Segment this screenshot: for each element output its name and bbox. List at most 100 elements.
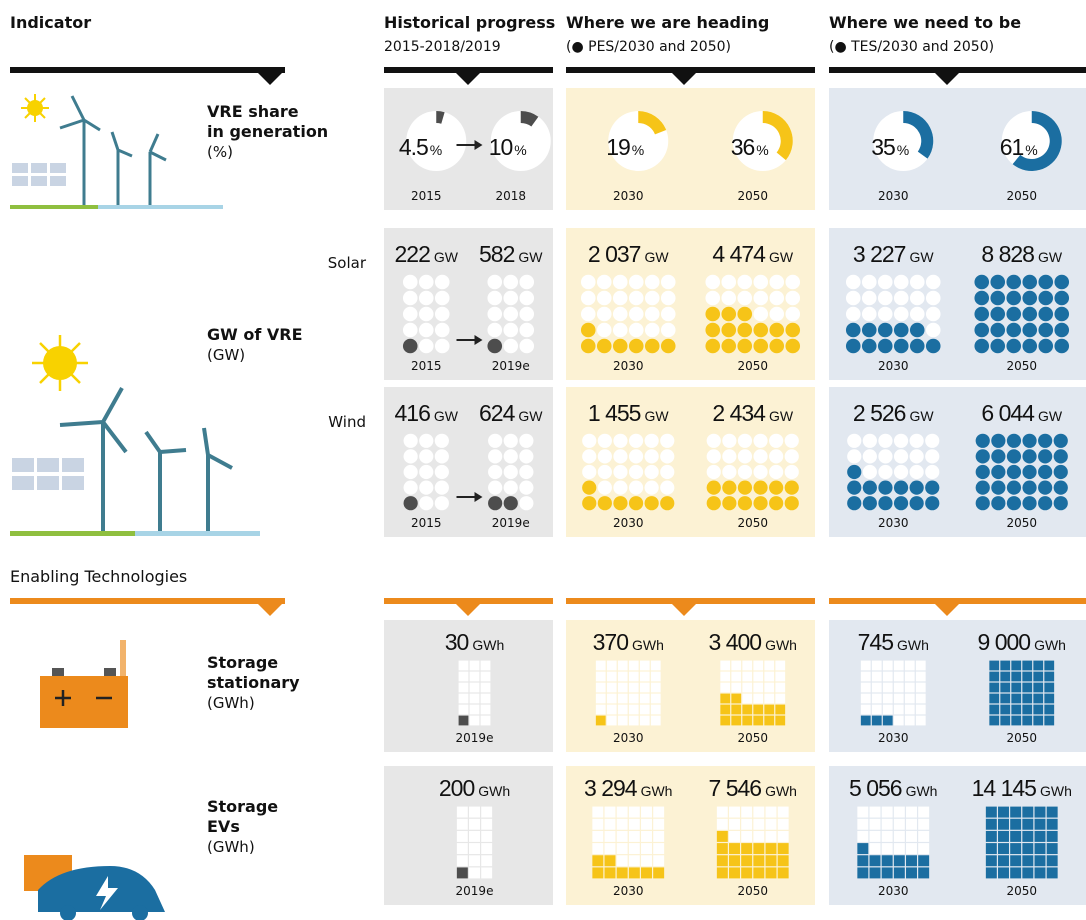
unit-dot (974, 274, 990, 290)
unit-square (777, 818, 789, 830)
unit-dot (785, 274, 801, 290)
unit-square (481, 855, 493, 867)
year-label: 2050 (1006, 884, 1037, 898)
unit-dot (418, 290, 434, 306)
unit-dot (434, 274, 450, 290)
unit-square (458, 704, 469, 715)
unit-dot (628, 433, 644, 448)
unit-square (918, 830, 930, 842)
unit-square (458, 671, 469, 682)
unit-dot (991, 464, 1006, 480)
unit-square (481, 818, 493, 830)
value-label: 19% (606, 134, 644, 160)
unit-dot (487, 274, 503, 290)
unit-square (742, 671, 753, 682)
unit-dot (1038, 464, 1053, 480)
unit-square (606, 715, 617, 726)
unit-grid (860, 660, 926, 726)
value-number: 8 828 (981, 241, 1034, 267)
unit-square (893, 855, 905, 867)
unit-square (765, 867, 777, 879)
row-name-line: stationary (207, 673, 300, 692)
unit-dot (784, 464, 799, 480)
unit-grid (402, 274, 450, 354)
unit-square (1022, 818, 1034, 830)
unit-square (481, 806, 493, 818)
unit-square (1044, 682, 1055, 693)
value-label: 582 GW (479, 241, 543, 267)
unit-square (893, 830, 905, 842)
unit-dot (974, 338, 990, 354)
unit-dot (488, 449, 503, 464)
value-label: 9 000 GWh (978, 629, 1066, 655)
unit-square (1046, 843, 1058, 855)
unit-square (469, 704, 480, 715)
unit-square (595, 693, 606, 704)
unit-square (764, 671, 775, 682)
unit-dot (847, 496, 862, 511)
unit-square (604, 830, 616, 842)
unit-dot (503, 496, 518, 511)
unit-square (469, 682, 480, 693)
unit-square (893, 843, 905, 855)
arrow-head (474, 335, 483, 345)
unit-square (458, 682, 469, 693)
value-label: 200 GWh (439, 775, 510, 801)
unit-square (604, 806, 616, 818)
year-label: 2050 (737, 189, 768, 203)
value-label: 2 526 GW (853, 400, 934, 426)
unit-dot (418, 274, 434, 290)
unit-dot (1006, 322, 1022, 338)
unit-square (720, 660, 731, 671)
unit-dot (1038, 338, 1054, 354)
value-label: 30 GWh (445, 629, 504, 655)
unit-square (716, 806, 728, 818)
unit-dot (434, 306, 450, 322)
unit-square (906, 806, 917, 818)
unit-dot (580, 322, 596, 338)
unit-square (1010, 855, 1022, 867)
unit-dot (909, 338, 925, 354)
unit-grid (592, 806, 665, 879)
unit-square (1044, 660, 1055, 671)
unit-dot (925, 433, 940, 448)
value-unit: GW (434, 408, 459, 424)
year-label: 2050 (1006, 516, 1037, 530)
year-label: 2030 (613, 731, 644, 745)
unit-square (915, 660, 926, 671)
unit-square (881, 830, 893, 842)
unit-dot (644, 464, 659, 480)
year-label: 2030 (613, 359, 644, 373)
unit-square (1033, 671, 1044, 682)
unit-dot (503, 464, 518, 480)
unit-dot (1022, 290, 1038, 306)
unit-dot (975, 464, 990, 480)
unit-dot (862, 496, 877, 511)
row-name-line: Storage (207, 653, 278, 672)
unit-dot (784, 433, 799, 448)
unit-square (592, 818, 604, 830)
unit-dot (660, 322, 676, 338)
unit-square (753, 830, 765, 842)
value-unit: GWh (1034, 637, 1066, 653)
unit-square (731, 682, 742, 693)
unit-square (882, 660, 893, 671)
unit-square (653, 830, 665, 842)
unit-dot (1053, 480, 1068, 495)
unit-dot (991, 480, 1006, 495)
unit-dot (861, 290, 877, 306)
unit-square (753, 704, 764, 715)
unit-dot (419, 480, 434, 495)
unit-square (1034, 830, 1046, 842)
value-unit: % (632, 142, 644, 158)
column-title: Indicator (10, 13, 91, 32)
value-unit: GW (644, 249, 669, 265)
unit-dot (402, 290, 418, 306)
unit-dot (990, 290, 1006, 306)
donut-segment (638, 111, 667, 135)
year-label: 2019e (456, 731, 494, 745)
unit-square (456, 867, 468, 879)
unit-square (753, 660, 764, 671)
unit-dot (847, 449, 862, 464)
unit-square (606, 660, 617, 671)
